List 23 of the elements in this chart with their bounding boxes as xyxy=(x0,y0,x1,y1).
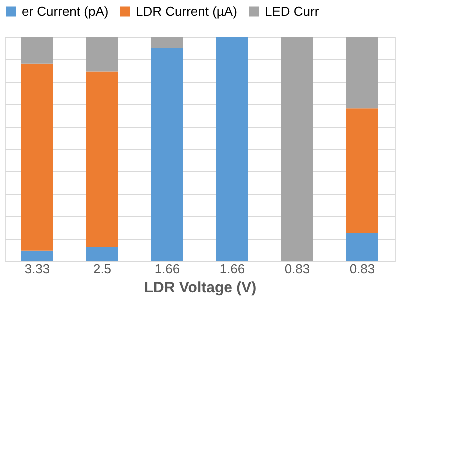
x-axis-title: LDR Voltage (V) xyxy=(144,280,257,296)
bar xyxy=(346,233,378,261)
x-tick-label: 1.66 xyxy=(154,262,180,276)
bar xyxy=(86,248,118,261)
bar xyxy=(282,37,314,261)
x-tick-label: 3.33 xyxy=(24,262,50,276)
bar xyxy=(22,250,54,261)
legend-label: er Current (pA) xyxy=(22,4,109,19)
bar xyxy=(346,37,378,109)
bar xyxy=(152,48,184,261)
bar xyxy=(86,72,118,248)
x-tick-label: 2.5 xyxy=(93,262,112,276)
legend-label: LED Curr xyxy=(265,4,320,19)
x-tick-label: 1.66 xyxy=(220,262,246,276)
x-tick-label: 0.83 xyxy=(284,262,310,276)
legend-label: LDR Current (µA) xyxy=(136,4,238,19)
bar xyxy=(86,37,118,72)
x-tick-label: 0.83 xyxy=(350,262,376,276)
bar xyxy=(346,108,378,233)
bar xyxy=(152,37,184,48)
bar xyxy=(216,37,248,261)
bar xyxy=(22,37,54,64)
bar xyxy=(22,64,54,251)
